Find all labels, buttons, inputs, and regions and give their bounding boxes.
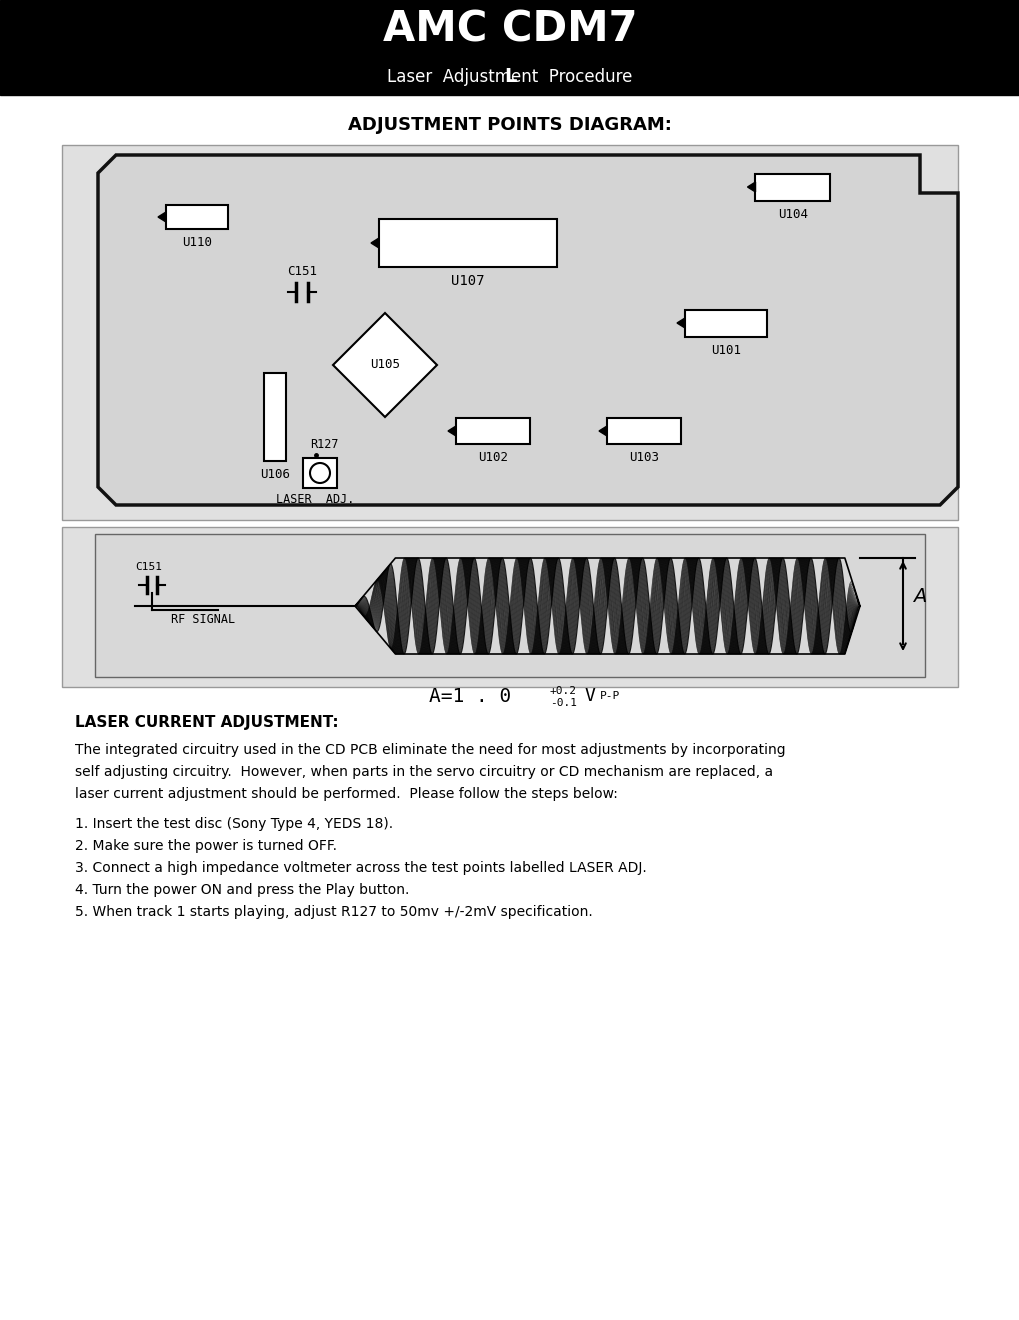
Text: LASER CURRENT ADJUSTMENT:: LASER CURRENT ADJUSTMENT:: [75, 715, 338, 730]
Polygon shape: [598, 426, 606, 436]
Polygon shape: [677, 318, 685, 327]
Text: laser current adjustment should be performed.  Please follow the steps below:: laser current adjustment should be perfo…: [75, 787, 618, 801]
Text: 1. Insert the test disc (Sony Type 4, YEDS 18).: 1. Insert the test disc (Sony Type 4, YE…: [75, 817, 392, 832]
Text: 2. Make sure the power is turned OFF.: 2. Make sure the power is turned OFF.: [75, 840, 336, 853]
Text: U106: U106: [260, 469, 289, 480]
Text: The integrated circuitry used in the CD PCB eliminate the need for most adjustme: The integrated circuitry used in the CD …: [75, 743, 785, 756]
Text: U105: U105: [370, 359, 399, 371]
Text: L: L: [503, 67, 516, 87]
Polygon shape: [447, 426, 455, 436]
Bar: [606, 418, 681, 444]
Bar: [685, 309, 766, 337]
Text: U104: U104: [777, 207, 807, 220]
Text: LASER  ADJ.: LASER ADJ.: [275, 492, 354, 506]
Text: U103: U103: [629, 451, 658, 465]
Bar: [0, 0, 1019, 95]
Text: C151: C151: [286, 265, 317, 279]
Bar: [455, 418, 530, 444]
Polygon shape: [747, 182, 755, 191]
Text: 3. Connect a high impedance voltmeter across the test points labelled LASER ADJ.: 3. Connect a high impedance voltmeter ac…: [75, 861, 646, 875]
Bar: [95, 535, 924, 677]
Bar: [755, 173, 829, 201]
Text: 4. Turn the power ON and press the Play button.: 4. Turn the power ON and press the Play …: [75, 883, 409, 898]
Polygon shape: [371, 238, 379, 248]
Text: V: V: [585, 686, 595, 705]
Text: +0.2: +0.2: [549, 686, 577, 696]
Text: R127: R127: [310, 438, 338, 451]
Polygon shape: [158, 213, 166, 222]
Text: U101: U101: [710, 343, 740, 356]
Circle shape: [310, 463, 330, 483]
Text: A: A: [912, 586, 925, 606]
Text: P-P: P-P: [599, 690, 620, 701]
Bar: [166, 205, 228, 228]
Text: 5. When track 1 starts playing, adjust R127 to 50mv +/-2mV specification.: 5. When track 1 starts playing, adjust R…: [75, 906, 592, 919]
Text: A=1 . 0: A=1 . 0: [428, 688, 511, 706]
Bar: [62, 527, 957, 686]
Text: C151: C151: [136, 562, 162, 572]
Text: RF SIGNAL: RF SIGNAL: [171, 612, 235, 626]
Text: U102: U102: [478, 451, 507, 465]
Polygon shape: [332, 313, 436, 417]
Bar: [264, 374, 285, 461]
Bar: [379, 219, 556, 267]
Polygon shape: [98, 154, 957, 506]
Bar: [62, 145, 957, 520]
Bar: [303, 458, 336, 488]
Text: U110: U110: [181, 236, 212, 249]
Text: -0.1: -0.1: [549, 698, 577, 708]
Text: ADJUSTMENT POINTS DIAGRAM:: ADJUSTMENT POINTS DIAGRAM:: [347, 116, 672, 135]
Text: AMC CDM7: AMC CDM7: [382, 9, 637, 51]
Text: Laser  Adjustment  Procedure: Laser Adjustment Procedure: [387, 69, 632, 86]
Text: U107: U107: [450, 275, 484, 288]
Text: self adjusting circuitry.  However, when parts in the servo circuitry or CD mech: self adjusting circuitry. However, when …: [75, 766, 772, 779]
